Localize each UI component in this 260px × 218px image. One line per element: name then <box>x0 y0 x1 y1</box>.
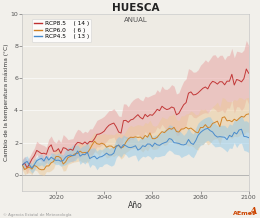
Text: A: A <box>250 207 257 216</box>
Text: ANUAL: ANUAL <box>124 17 147 23</box>
Text: AEmet: AEmet <box>233 211 256 216</box>
Legend: RCP8.5    ( 14 ), RCP6.0    ( 6 ), RCP4.5    ( 13 ): RCP8.5 ( 14 ), RCP6.0 ( 6 ), RCP4.5 ( 13… <box>32 19 92 42</box>
Text: © Agencia Estatal de Meteorología: © Agencia Estatal de Meteorología <box>3 213 71 217</box>
Y-axis label: Cambio de la temperatura máxima (°C): Cambio de la temperatura máxima (°C) <box>3 44 9 161</box>
X-axis label: Año: Año <box>128 201 143 210</box>
Title: HUESCA: HUESCA <box>112 3 159 14</box>
